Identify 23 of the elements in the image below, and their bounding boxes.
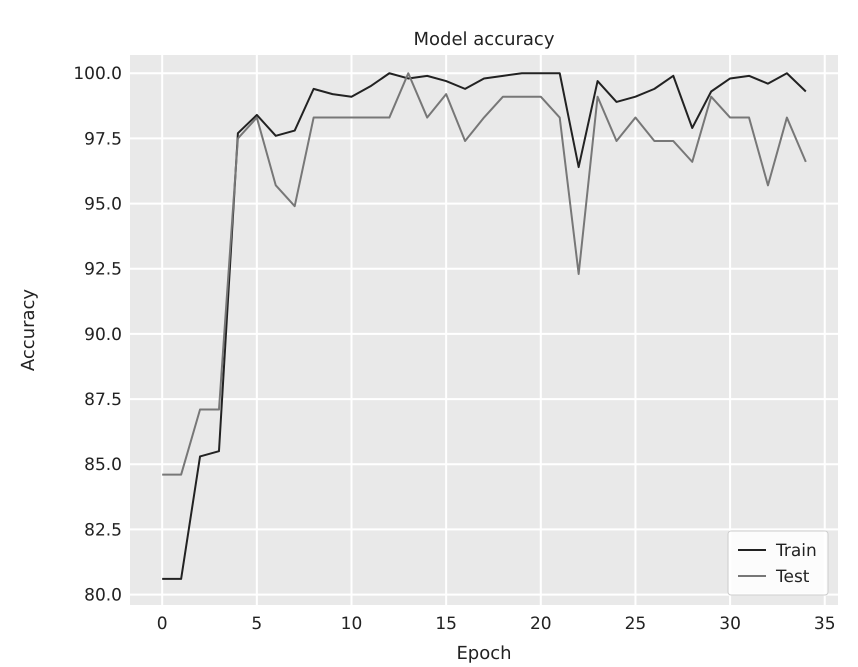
y-tick-label: 80.0 — [84, 586, 122, 606]
y-axis-title: Accuracy — [18, 288, 39, 372]
x-tick-label: 30 — [719, 614, 741, 634]
x-tick-label: 5 — [251, 614, 262, 634]
y-tick-label: 87.5 — [84, 390, 122, 410]
y-tick-label: 90.0 — [84, 324, 122, 345]
y-tick-label: 100.0 — [73, 64, 122, 84]
y-tick-label: 97.5 — [84, 129, 122, 150]
legend-label: Test — [775, 567, 810, 587]
chart-title: Model accuracy — [414, 29, 555, 50]
line-series — [161, 72, 807, 476]
x-tick-label: 20 — [530, 614, 552, 634]
x-tick-label: 0 — [156, 614, 168, 634]
x-tick-label: 25 — [624, 614, 646, 634]
y-tick-label: 92.5 — [84, 260, 122, 280]
y-tick-label: 95.0 — [84, 194, 122, 215]
legend-label: Train — [775, 541, 817, 561]
y-tick-label: 82.5 — [84, 520, 122, 540]
x-tick-label: 15 — [435, 614, 457, 634]
x-tick-label: 10 — [340, 614, 362, 634]
x-tick-label: 35 — [814, 614, 836, 634]
y-tick-label: 85.0 — [84, 455, 122, 476]
x-axis-title: Epoch — [456, 643, 512, 664]
